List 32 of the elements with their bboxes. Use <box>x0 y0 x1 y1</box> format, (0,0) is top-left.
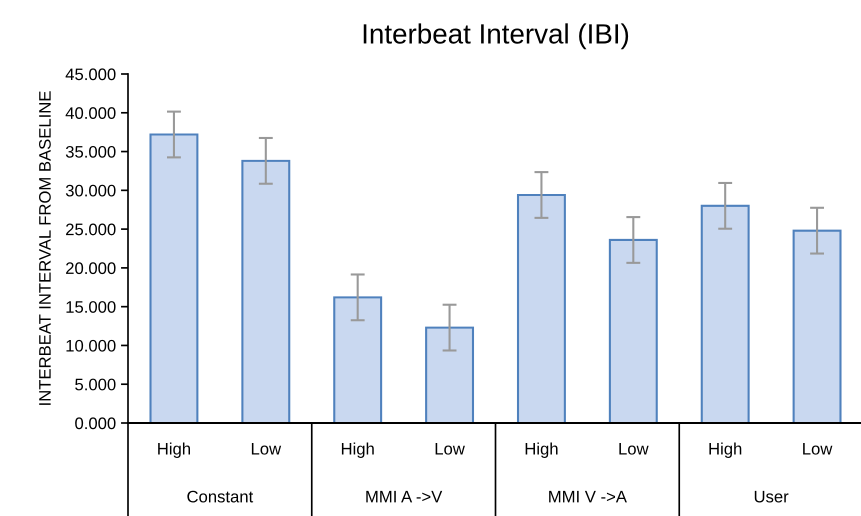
text: Constant <box>187 490 254 503</box>
x-tick-label: Low <box>803 443 832 455</box>
bar <box>425 326 474 423</box>
text: MMI V ->A <box>549 490 627 502</box>
x-tick-label: Low <box>436 443 465 455</box>
y-tick-label: 0.000 <box>75 417 116 430</box>
x-tick-label: Low <box>619 443 649 455</box>
y-tick-label: 30.000 <box>66 184 116 197</box>
y-tick-label: 5.000 <box>75 378 116 390</box>
bar <box>333 296 382 423</box>
x-tick-label: High <box>342 442 374 458</box>
y-tick-label: 35.000 <box>66 146 116 158</box>
bar <box>241 160 290 423</box>
y-tick-label: 20.000 <box>66 262 116 274</box>
bar <box>792 230 842 423</box>
y-tick-label: 25.000 <box>66 224 116 236</box>
bar <box>608 238 658 423</box>
x-tick-label: High <box>709 442 742 458</box>
x-tick-label: High <box>526 442 558 458</box>
chart-title: Interbeat Interval (IBI) <box>364 23 628 50</box>
y-tick-label: 15.000 <box>66 301 116 313</box>
bar <box>700 204 750 423</box>
y-tick-label: 45.000 <box>66 68 116 80</box>
text: MMI A ->V <box>366 490 442 502</box>
y-axis-title: INTERBEAT INTERVAL FROM BASELINE <box>39 91 51 405</box>
y-tick-label: 10.000 <box>66 340 116 352</box>
x-tick-label: Low <box>252 443 282 455</box>
x-tick-label: High <box>158 442 190 458</box>
y-tick-label: 40.000 <box>66 107 116 119</box>
text: User <box>754 490 788 503</box>
bar <box>149 133 198 423</box>
bar <box>516 194 566 423</box>
